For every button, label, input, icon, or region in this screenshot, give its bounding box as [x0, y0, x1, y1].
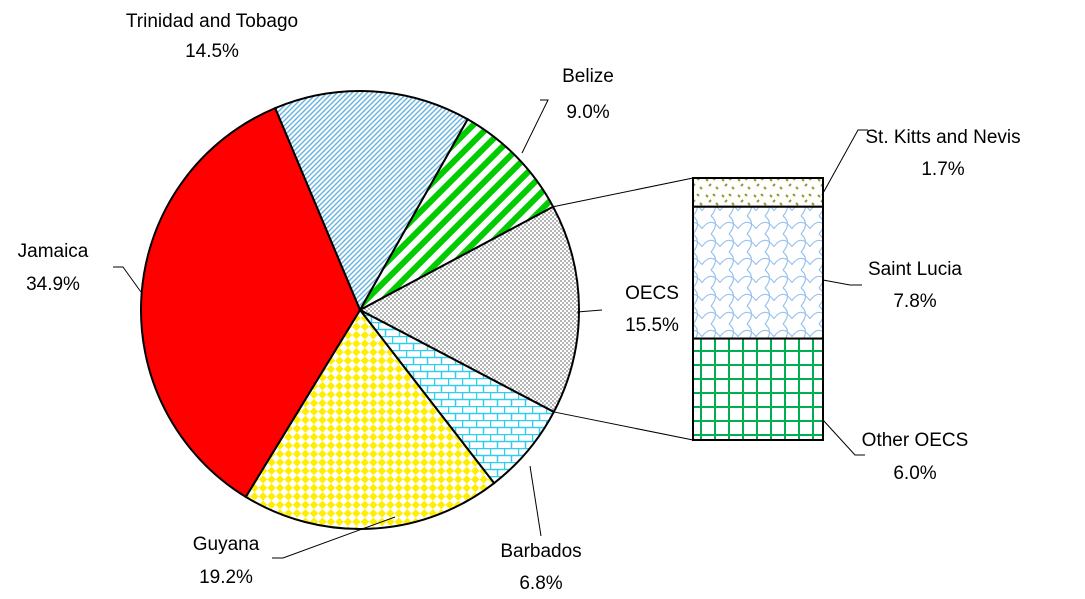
slice-value-label: 14.5%	[185, 41, 239, 62]
slice-value-label: 19.2%	[199, 567, 253, 588]
bar-label: Saint Lucia	[868, 259, 962, 280]
leader-line	[521, 99, 549, 154]
pie-slice	[140, 106, 362, 499]
leader-line	[822, 279, 862, 286]
slice-label: Jamaica	[18, 241, 89, 262]
pie-slice	[357, 117, 555, 313]
leader-line	[822, 419, 865, 456]
slice-value-label: 15.5%	[625, 315, 679, 336]
bar-segment	[692, 205, 824, 340]
bar-label: St. Kitts and Nevis	[865, 127, 1020, 148]
slice-label: Trinidad and Tobago	[126, 11, 298, 32]
leader-line	[113, 266, 142, 293]
connector-line	[553, 177, 694, 208]
slice-label: OECS	[625, 283, 679, 304]
leader-line	[576, 309, 603, 313]
bar-label: Other OECS	[862, 430, 969, 451]
bar-value-label: 1.7%	[921, 159, 964, 180]
slice-value-label: 34.9%	[26, 274, 80, 295]
leader-line	[529, 465, 542, 537]
leader-line	[821, 129, 868, 196]
bar-segment	[692, 177, 824, 208]
pie-slice	[357, 205, 580, 414]
bar-value-label: 6.0%	[893, 463, 936, 484]
slice-label: Barbados	[500, 541, 581, 562]
bar-value-label: 7.8%	[893, 291, 936, 312]
slice-value-label: 9.0%	[566, 102, 609, 123]
connector-line	[553, 411, 694, 441]
bar-segment	[692, 337, 824, 442]
slice-label: Guyana	[193, 534, 260, 555]
leader-line	[272, 516, 396, 559]
slice-value-label: 6.8%	[519, 573, 562, 594]
pie-slice	[273, 90, 470, 313]
leader-lines	[113, 99, 868, 559]
pie-slice	[244, 308, 496, 530]
slice-label: Belize	[562, 66, 614, 87]
